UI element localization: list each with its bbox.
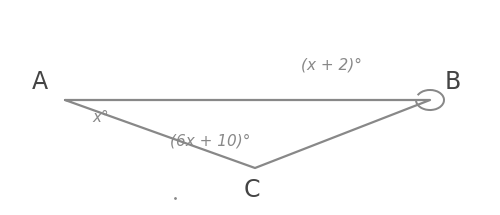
Text: (x + 2)°: (x + 2)° [301, 57, 362, 72]
Text: x°: x° [92, 111, 108, 126]
Text: A: A [32, 70, 48, 94]
Text: B: B [445, 70, 461, 94]
Text: (6x + 10)°: (6x + 10)° [170, 133, 250, 148]
Text: C: C [244, 178, 260, 202]
